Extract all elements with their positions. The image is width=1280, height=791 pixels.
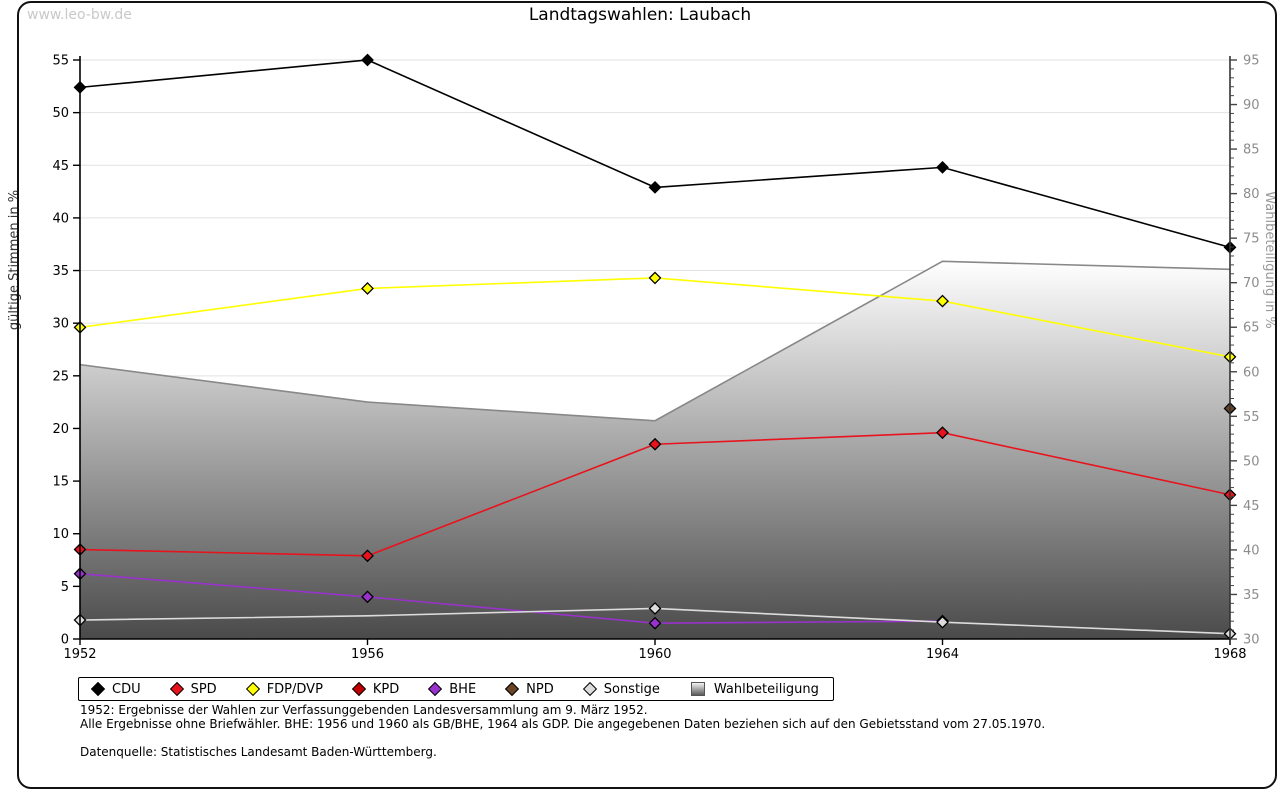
data-point-spd — [361, 549, 374, 563]
legend-item-sonstige: Sonstige — [582, 681, 660, 697]
y-axis-left-tick-label: 10 — [52, 527, 69, 542]
y-axis-left-tick-label: 25 — [52, 369, 69, 384]
legend-label: Sonstige — [603, 681, 660, 697]
y-axis-left-tick-label: 0 — [61, 633, 69, 648]
x-axis-tick-label: 1968 — [1213, 647, 1246, 662]
y-axis-left: 0 5 10 15 20 25 30 35 40 45 50 55 — [52, 54, 80, 648]
y-axis-right-tick-label: 80 — [1243, 187, 1260, 202]
footnote-source: Datenquelle: Statistisches Landesamt Bad… — [80, 745, 437, 759]
legend-item-cdu: CDU — [90, 681, 141, 697]
y-axis-left-title: gültige Stimmen in % — [7, 190, 22, 330]
x-axis-tick-label: 1956 — [351, 647, 384, 662]
y-axis-left-tick-label: 50 — [52, 106, 69, 121]
y-axis-left-tick-label: 40 — [52, 211, 69, 226]
series-bhe — [73, 567, 949, 630]
y-axis-right-tick-label: 70 — [1243, 276, 1260, 291]
y-axis-left-tick-label: 15 — [52, 475, 69, 490]
data-point-cdu — [936, 160, 949, 174]
chart-title: Landtagswahlen: Laubach — [528, 5, 752, 25]
legend-diamond-marker — [351, 681, 366, 697]
y-axis-right-tick-label: 85 — [1243, 143, 1260, 158]
data-point-fdp-dvp — [648, 271, 662, 285]
y-axis-right-title: Wahlbeteiligung in % — [1262, 191, 1277, 328]
footnote-1952: 1952: Ergebnisse der Wahlen zur Verfassu… — [80, 703, 648, 717]
x-axis: 1952 1956 1960 1964 1968 — [63, 639, 1247, 662]
y-axis-right-tick-label: 35 — [1243, 588, 1260, 603]
legend-item-fdp-dvp: FDP/DVP — [245, 681, 323, 697]
data-point-fdp-dvp — [936, 294, 949, 308]
legend-diamond-marker — [245, 681, 260, 697]
election-chart-svg: 0 5 10 15 20 25 30 35 40 45 50 55 30 35 40 45 50 55 60 65 70… — [7, 53, 1277, 663]
legend-item-npd: NPD — [505, 681, 554, 697]
y-axis-left-tick-label: 20 — [52, 422, 69, 437]
legend-label: KPD — [372, 681, 400, 697]
legend-diamond-marker — [428, 681, 443, 697]
chart-legend: CDU SPD FDP/DVP KPD BHE NPD Sonstige Wahlbeteil… — [78, 677, 834, 701]
y-axis-right-tick-label: 45 — [1243, 499, 1260, 514]
data-point-sonstige — [936, 615, 949, 629]
y-axis-right-tick-label: 40 — [1243, 543, 1260, 558]
legend-item-bhe: BHE — [428, 681, 477, 697]
data-point-cdu — [648, 180, 662, 194]
y-axis-left-tick-label: 5 — [61, 580, 69, 595]
footnote-method: Alle Ergebnisse ohne Briefwähler. BHE: 1… — [80, 717, 1046, 731]
legend-item-kpd: KPD — [351, 681, 400, 697]
y-axis-right-tick-label: 50 — [1243, 454, 1260, 469]
data-point-fdp-dvp — [361, 282, 374, 295]
y-axis-left-tick-label: 55 — [52, 54, 69, 69]
y-axis-right: 30 35 40 45 50 55 60 65 70 75 80 85 90 95 — [1230, 54, 1260, 648]
y-axis-right-tick-label: 90 — [1243, 98, 1260, 113]
data-point-sonstige — [648, 602, 662, 615]
data-point-cdu — [361, 53, 374, 67]
x-axis-tick-label: 1952 — [63, 647, 96, 662]
y-axis-right-tick-label: 55 — [1243, 410, 1260, 425]
y-axis-right-tick-label: 95 — [1243, 54, 1260, 69]
legend-label: Wahlbeteiligung — [713, 681, 819, 697]
y-axis-left-tick-label: 35 — [52, 264, 69, 279]
legend-label: NPD — [526, 681, 554, 697]
y-axis-left-tick-label: 45 — [52, 159, 69, 174]
legend-label: BHE — [449, 681, 477, 697]
legend-square-marker — [690, 682, 705, 696]
legend-label: FDP/DVP — [266, 681, 323, 697]
legend-diamond-marker — [169, 681, 184, 697]
plot-area: 0 5 10 15 20 25 30 35 40 45 50 55 30 35 40 45 50 55 60 65 70… — [7, 53, 1277, 663]
watermark-text: www.leo-bw.de — [27, 7, 132, 23]
legend-label: CDU — [112, 681, 141, 697]
series-cdu — [73, 53, 1237, 254]
data-point-spd — [936, 426, 949, 440]
y-axis-right-tick-label: 60 — [1243, 365, 1260, 380]
legend-diamond-marker — [505, 681, 520, 697]
legend-diamond-marker — [582, 681, 597, 697]
legend-diamond-marker — [90, 681, 106, 697]
legend-item-spd: SPD — [169, 681, 217, 697]
y-axis-right-tick-label: 75 — [1243, 232, 1260, 247]
legend-item-wahlbeteiligung: Wahlbeteiligung — [690, 681, 819, 697]
data-point-bhe — [648, 616, 662, 630]
data-point-spd — [648, 437, 662, 451]
data-point-bhe — [361, 590, 374, 604]
y-axis-right-tick-label: 30 — [1243, 633, 1260, 648]
x-axis-tick-label: 1964 — [926, 647, 959, 662]
y-axis-left-tick-label: 30 — [52, 317, 69, 332]
y-axis-right-tick-label: 65 — [1243, 321, 1260, 336]
x-axis-tick-label: 1960 — [638, 647, 671, 662]
legend-label: SPD — [190, 681, 217, 697]
